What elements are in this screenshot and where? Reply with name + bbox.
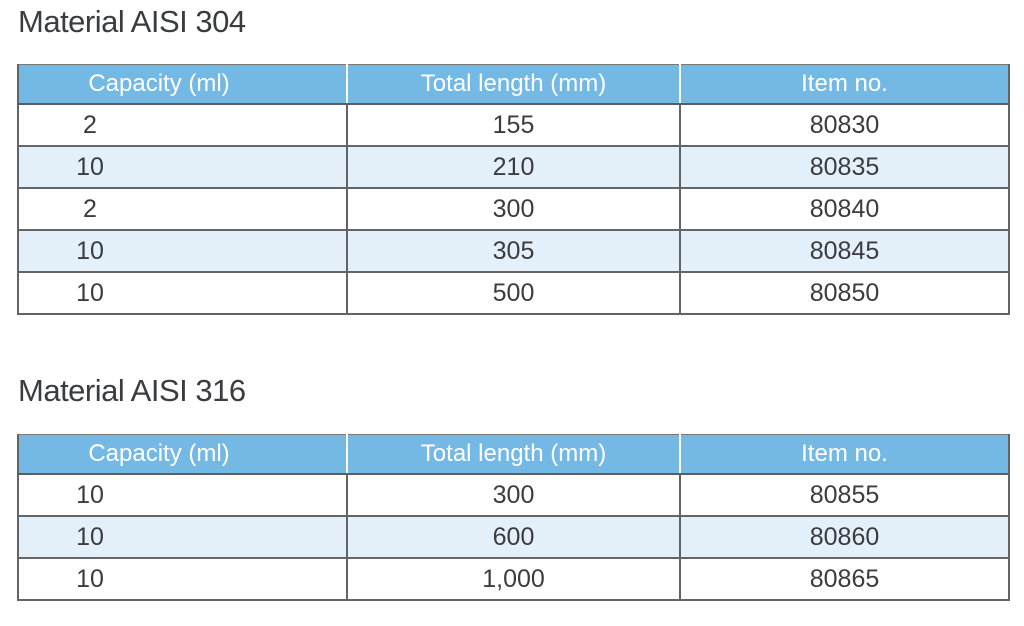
item-no-cell: 80840 bbox=[679, 187, 1010, 231]
total-length-cell: 300 bbox=[346, 187, 681, 231]
aisi-304-table: Capacity (ml) Total length (mm) Item no.… bbox=[17, 64, 1010, 315]
capacity-cell: 10 bbox=[17, 145, 348, 189]
capacity-value: 2 bbox=[83, 110, 97, 139]
table-row: 10 500 80850 bbox=[17, 271, 1010, 315]
table-row: 10 600 80860 bbox=[17, 515, 1010, 559]
table-row: 2 155 80830 bbox=[17, 103, 1010, 147]
capacity-cell: 10 bbox=[17, 229, 348, 273]
aisi-316-table: Capacity (ml) Total length (mm) Item no.… bbox=[17, 434, 1010, 601]
capacity-value: 10 bbox=[76, 480, 104, 509]
section-title-aisi-304: Material AISI 304 bbox=[18, 4, 246, 39]
total-length-cell: 1,000 bbox=[346, 557, 681, 601]
column-header-item-no: Item no. bbox=[679, 64, 1009, 105]
table-row: 10 210 80835 bbox=[17, 145, 1010, 189]
total-length-cell: 210 bbox=[346, 145, 681, 189]
total-length-cell: 305 bbox=[346, 229, 681, 273]
item-no-cell: 80835 bbox=[679, 145, 1010, 189]
column-header-capacity-label: Capacity (ml) bbox=[88, 440, 230, 467]
capacity-value: 10 bbox=[76, 564, 104, 593]
capacity-cell: 10 bbox=[17, 557, 348, 601]
table-header-row: Capacity (ml) Total length (mm) Item no. bbox=[18, 64, 1009, 105]
table-row: 10 300 80855 bbox=[17, 473, 1010, 517]
column-header-capacity-label: Capacity (ml) bbox=[88, 70, 230, 97]
item-no-cell: 80860 bbox=[679, 515, 1010, 559]
column-header-total-length: Total length (mm) bbox=[346, 64, 680, 105]
capacity-cell: 10 bbox=[17, 515, 348, 559]
capacity-value: 2 bbox=[83, 194, 97, 223]
capacity-cell: 2 bbox=[17, 187, 348, 231]
column-header-capacity: Capacity (ml) bbox=[18, 64, 347, 105]
total-length-cell: 155 bbox=[346, 103, 681, 147]
table-row: 2 300 80840 bbox=[17, 187, 1010, 231]
item-no-cell: 80865 bbox=[679, 557, 1010, 601]
total-length-cell: 600 bbox=[346, 515, 681, 559]
capacity-value: 10 bbox=[76, 236, 104, 265]
item-no-cell: 80855 bbox=[679, 473, 1010, 517]
table-header-row: Capacity (ml) Total length (mm) Item no. bbox=[18, 434, 1009, 475]
capacity-value: 10 bbox=[76, 278, 104, 307]
section-title-aisi-316: Material AISI 316 bbox=[18, 373, 246, 408]
column-header-item-no: Item no. bbox=[679, 434, 1009, 475]
column-header-total-length: Total length (mm) bbox=[346, 434, 680, 475]
capacity-cell: 2 bbox=[17, 103, 348, 147]
item-no-cell: 80830 bbox=[679, 103, 1010, 147]
item-no-cell: 80850 bbox=[679, 271, 1010, 315]
table-row: 10 305 80845 bbox=[17, 229, 1010, 273]
capacity-value: 10 bbox=[76, 152, 104, 181]
table-row: 10 1,000 80865 bbox=[17, 557, 1010, 601]
capacity-cell: 10 bbox=[17, 271, 348, 315]
capacity-cell: 10 bbox=[17, 473, 348, 517]
capacity-value: 10 bbox=[76, 522, 104, 551]
column-header-capacity: Capacity (ml) bbox=[18, 434, 347, 475]
total-length-cell: 500 bbox=[346, 271, 681, 315]
item-no-cell: 80845 bbox=[679, 229, 1010, 273]
total-length-cell: 300 bbox=[346, 473, 681, 517]
